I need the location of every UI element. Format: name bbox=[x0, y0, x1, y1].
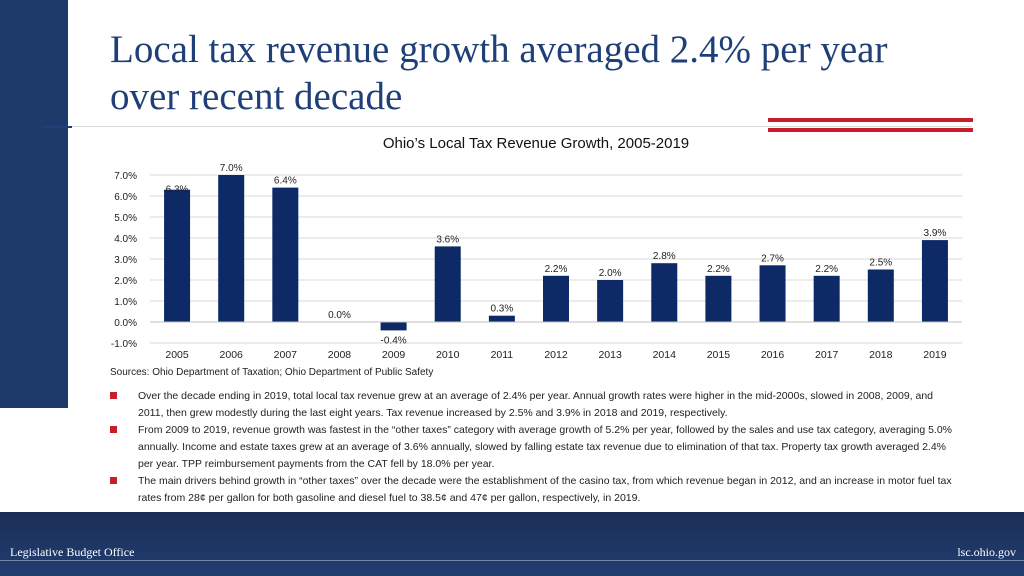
bar bbox=[921, 240, 948, 322]
x-tick-label: 2015 bbox=[707, 349, 731, 361]
x-tick-label: 2007 bbox=[274, 349, 298, 361]
bullet-text: Over the decade ending in 2019, total lo… bbox=[138, 390, 934, 419]
y-tick-label: 0.0% bbox=[114, 318, 137, 329]
data-label: 7.0% bbox=[220, 163, 243, 174]
bullet-item: From 2009 to 2019, revenue growth was fa… bbox=[108, 422, 953, 473]
bar bbox=[380, 322, 407, 331]
data-label: 2.8% bbox=[653, 251, 676, 262]
data-label: 3.9% bbox=[924, 228, 947, 239]
data-label: 6.3% bbox=[166, 185, 189, 196]
x-tick-label: 2011 bbox=[491, 349, 514, 361]
x-tick-label: 2016 bbox=[761, 349, 785, 361]
data-label: 2.2% bbox=[545, 264, 568, 275]
bar bbox=[867, 269, 894, 322]
data-label: 2.7% bbox=[761, 253, 784, 264]
bullet-item: Over the decade ending in 2019, total lo… bbox=[108, 388, 953, 422]
footer-website-link[interactable]: lsc.ohio.gov bbox=[957, 545, 1016, 559]
y-tick-label: -1.0% bbox=[111, 339, 137, 350]
red-accent-line-bottom bbox=[768, 128, 973, 132]
data-label: 6.4% bbox=[274, 176, 297, 187]
chart-title: Ohio’s Local Tax Revenue Growth, 2005-20… bbox=[383, 135, 689, 152]
bar bbox=[597, 280, 624, 322]
data-label: 2.0% bbox=[599, 268, 622, 279]
x-tick-label: 2008 bbox=[328, 349, 352, 361]
y-tick-label: 5.0% bbox=[114, 213, 137, 224]
bar bbox=[164, 189, 191, 322]
y-tick-label: 2.0% bbox=[114, 276, 137, 287]
bar bbox=[434, 246, 461, 322]
x-tick-label: 2009 bbox=[382, 349, 406, 361]
bar bbox=[218, 175, 245, 322]
bullet-item: The main drivers behind growth in “other… bbox=[108, 473, 953, 507]
page-title: Local tax revenue growth averaged 2.4% p… bbox=[110, 28, 888, 118]
bullet-square-icon bbox=[110, 426, 117, 433]
data-label: -0.4% bbox=[381, 335, 407, 346]
x-tick-label: 2013 bbox=[598, 349, 622, 361]
y-tick-label: 7.0% bbox=[114, 171, 137, 182]
red-accent-line-top bbox=[768, 118, 973, 122]
bullet-text: From 2009 to 2019, revenue growth was fa… bbox=[138, 424, 953, 470]
x-tick-label: 2006 bbox=[220, 349, 244, 361]
left-accent-bar bbox=[0, 0, 68, 408]
data-label: 0.0% bbox=[328, 310, 351, 321]
bar bbox=[813, 275, 840, 322]
x-tick-label: 2017 bbox=[815, 349, 839, 361]
x-tick-label: 2019 bbox=[923, 349, 947, 361]
title-rule-accent bbox=[42, 126, 72, 128]
data-label: 2.2% bbox=[815, 264, 838, 275]
bar-chart: Ohio’s Local Tax Revenue Growth, 2005-20… bbox=[111, 135, 962, 361]
bullet-list: Over the decade ending in 2019, total lo… bbox=[108, 388, 953, 507]
bullet-text: The main drivers behind growth in “other… bbox=[138, 475, 952, 504]
data-label: 3.6% bbox=[436, 234, 459, 245]
footer-bar: Legislative Budget Office lsc.ohio.gov bbox=[0, 512, 1024, 576]
data-label: 2.2% bbox=[707, 264, 730, 275]
bullet-square-icon bbox=[110, 392, 117, 399]
x-tick-label: 2005 bbox=[165, 349, 189, 361]
footer-org-name: Legislative Budget Office bbox=[10, 545, 135, 559]
bar bbox=[759, 265, 786, 322]
title-rule bbox=[72, 126, 972, 127]
bullet-square-icon bbox=[110, 477, 117, 484]
data-label: 2.5% bbox=[869, 258, 892, 269]
bar bbox=[651, 263, 678, 322]
data-label: 0.3% bbox=[490, 304, 513, 315]
x-tick-label: 2014 bbox=[653, 349, 677, 361]
bar bbox=[272, 187, 299, 322]
x-tick-label: 2010 bbox=[436, 349, 460, 361]
footer-divider bbox=[0, 560, 1024, 561]
x-tick-label: 2012 bbox=[544, 349, 568, 361]
bar bbox=[488, 315, 515, 322]
bar bbox=[705, 275, 732, 322]
y-tick-label: 1.0% bbox=[114, 297, 137, 308]
sources-note: Sources: Ohio Department of Taxation; Oh… bbox=[110, 367, 434, 378]
y-tick-label: 4.0% bbox=[114, 234, 137, 245]
x-tick-label: 2018 bbox=[869, 349, 893, 361]
bar bbox=[543, 275, 569, 322]
y-tick-label: 6.0% bbox=[114, 192, 137, 203]
y-tick-label: 3.0% bbox=[114, 255, 137, 266]
